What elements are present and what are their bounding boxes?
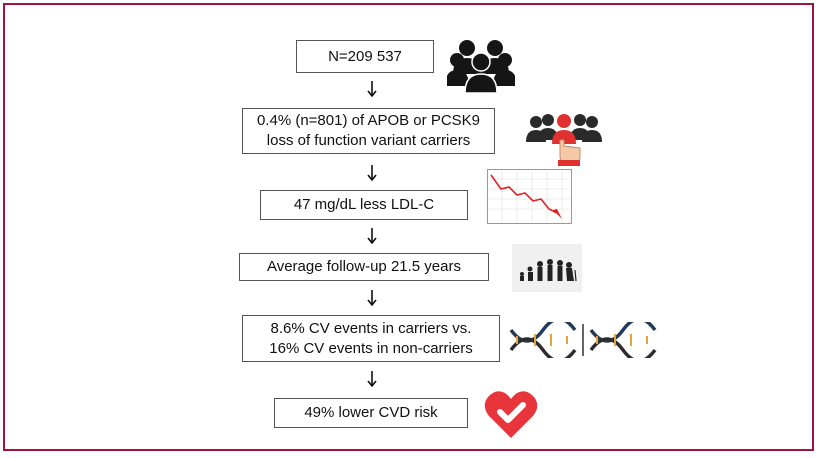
declining-chart-icon bbox=[487, 169, 572, 224]
step-ldl: 47 mg/dL less LDL-C bbox=[260, 190, 468, 220]
arrow-down-icon bbox=[367, 165, 377, 182]
arrow-down-icon bbox=[367, 290, 377, 307]
step-risk-text: 49% lower CVD risk bbox=[304, 404, 438, 421]
aging-people-icon bbox=[512, 244, 582, 292]
step-events-text: 8.6% CV events in carriers vs. 16% CV ev… bbox=[269, 319, 473, 357]
step-population-text: N=209 537 bbox=[328, 47, 402, 65]
heart-check-icon bbox=[484, 391, 538, 438]
dna-icon bbox=[509, 322, 657, 358]
arrow-down-icon bbox=[367, 228, 377, 245]
step-events: 8.6% CV events in carriers vs. 16% CV ev… bbox=[242, 315, 500, 362]
step-ldl-text: 47 mg/dL less LDL-C bbox=[293, 196, 435, 213]
step-population: N=209 537 bbox=[296, 40, 434, 73]
step-followup: Average follow-up 21.5 years bbox=[239, 253, 489, 281]
selected-person-icon bbox=[526, 114, 602, 166]
people-group-icon bbox=[447, 40, 515, 94]
arrow-down-icon bbox=[367, 81, 377, 98]
arrow-down-icon bbox=[367, 371, 377, 388]
step-carriers-text: 0.4% (n=801) of APOB or PCSK9 loss of fu… bbox=[256, 112, 481, 149]
step-carriers: 0.4% (n=801) of APOB or PCSK9 loss of fu… bbox=[242, 108, 495, 154]
figure-frame bbox=[3, 3, 814, 451]
step-risk: 49% lower CVD risk bbox=[274, 398, 468, 428]
step-followup-text: Average follow-up 21.5 years bbox=[266, 258, 461, 275]
